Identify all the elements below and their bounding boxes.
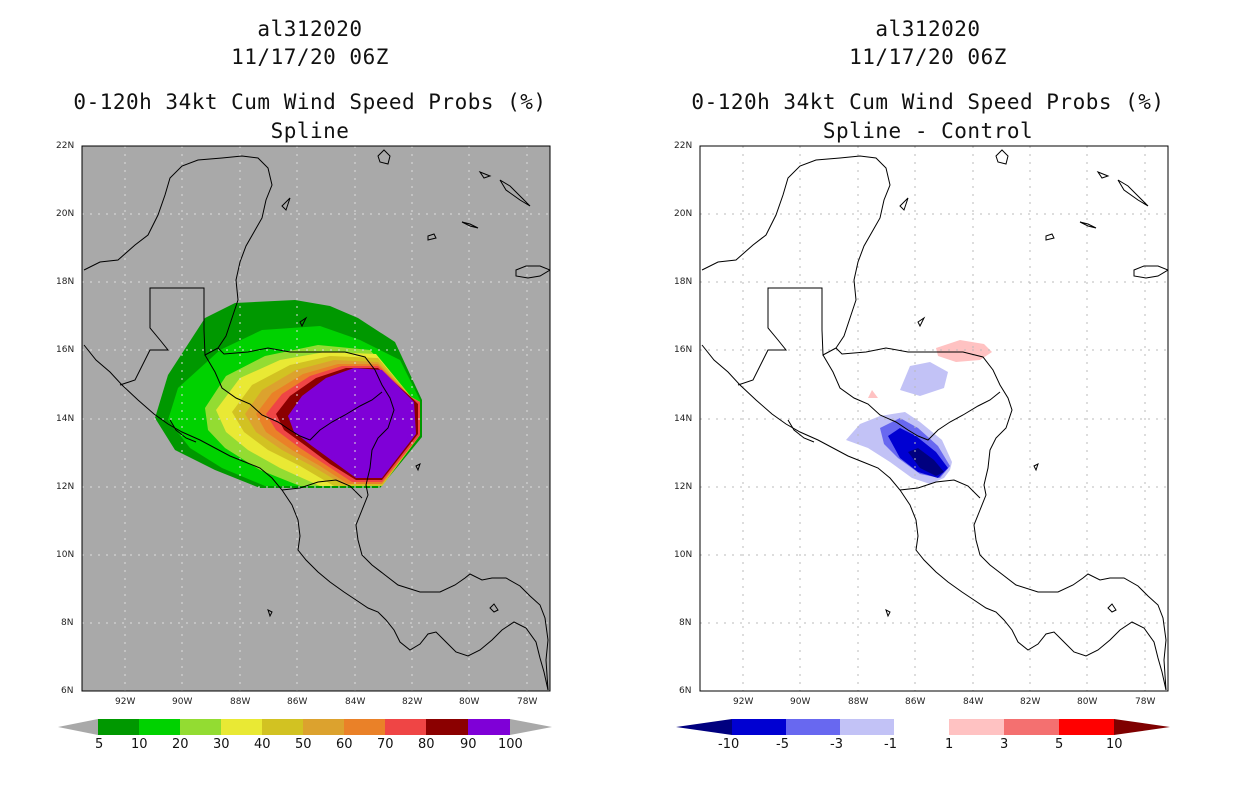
right-lon-label: 84W [963,697,984,707]
left-title-product: 0-120h 34kt Cum Wind Speed Probs (%) [73,90,547,114]
right-title-product: 0-120h 34kt Cum Wind Speed Probs (%) [691,90,1165,114]
right-lat-label: 18N [674,277,693,287]
left-lon-label: 84W [345,697,366,707]
right-map-area [700,146,1168,691]
left-colorbar-low-end [58,719,98,735]
right-lat-label: 20N [674,209,693,219]
left-colorbar-label: 30 [213,737,230,752]
left-colorbar-label: 70 [377,737,394,752]
left-lat-label: 6N [61,686,74,696]
diff-negative-1-north [900,362,948,396]
left-colorbar-label: 80 [418,737,435,752]
left-lat-label: 16N [56,345,75,355]
right-colorbar-label: 10 [1106,737,1123,752]
right-lat-label: 12N [674,482,693,492]
diff-negative-10 [908,448,944,476]
right-lon-label: 90W [790,697,811,707]
left-lon-label: 80W [459,697,480,707]
left-map-frame [81,145,551,692]
left-colorbar-label: 90 [460,737,477,752]
left-gridlines [82,146,550,691]
left-lat-label: 12N [56,482,75,492]
right-lat-label: 8N [679,618,692,628]
left-lon-label: 86W [287,697,308,707]
right-colorbar-label: 5 [1055,737,1064,752]
right-lat-label: 22N [674,141,693,151]
right-title-storm-id: al312020 [875,17,981,41]
right-colorbar-label: 1 [945,737,954,752]
left-colorbar-label: 5 [95,737,104,752]
right-colorbar-label: -3 [830,737,843,752]
left-colorbar-label: 40 [254,737,271,752]
left-colorbar-label: 20 [172,737,189,752]
left-colorbar [58,719,552,735]
left-colorbar-label: 50 [295,737,312,752]
right-title-method: Spline - Control [822,119,1034,143]
right-lat-label: 10N [674,550,693,560]
right-colorbar-low-end [676,719,732,735]
left-colorbar-high-end [510,719,552,735]
prob-contour-100 [292,372,412,474]
right-lon-label: 80W [1077,697,1098,707]
left-title-date: 11/17/20 06Z [231,45,389,69]
diff-positive-small [868,390,878,398]
right-map-frame [699,145,1169,692]
right-colorbar-high-end [1114,719,1170,735]
left-lat-label: 8N [61,618,74,628]
left-lon-label: 82W [402,697,423,707]
left-colorbar-label: 100 [498,737,523,752]
right-colorbar-label: -5 [776,737,789,752]
right-lon-label: 92W [733,697,754,707]
left-lon-label: 78W [517,697,538,707]
right-lon-label: 88W [848,697,869,707]
right-lon-label: 86W [905,697,926,707]
right-colorbar-label: -1 [884,737,897,752]
right-colorbar [676,719,1170,735]
left-title-storm-id: al312020 [257,17,363,41]
left-lat-label: 22N [56,141,75,151]
diff-positive-1 [936,340,992,362]
right-lat-label: 6N [679,686,692,696]
right-lat-label: 16N [674,345,693,355]
right-lat-label: 14N [674,414,693,424]
left-map-area [82,146,550,691]
left-title-method: Spline [270,119,350,143]
right-gridlines [700,146,1168,691]
left-lon-label: 88W [230,697,251,707]
left-lat-label: 10N [56,550,75,560]
left-lat-label: 14N [56,414,75,424]
left-colorbar-label: 60 [336,737,353,752]
left-colorbar-label: 10 [131,737,148,752]
right-colorbar-label: 3 [1000,737,1009,752]
left-lat-label: 18N [56,277,75,287]
right-colorbar-label: -10 [718,737,740,752]
right-title-date: 11/17/20 06Z [849,45,1007,69]
left-lat-label: 20N [56,209,75,219]
left-lon-label: 90W [172,697,193,707]
right-lon-label: 82W [1020,697,1041,707]
right-lon-label: 78W [1135,697,1156,707]
left-lon-label: 92W [115,697,136,707]
